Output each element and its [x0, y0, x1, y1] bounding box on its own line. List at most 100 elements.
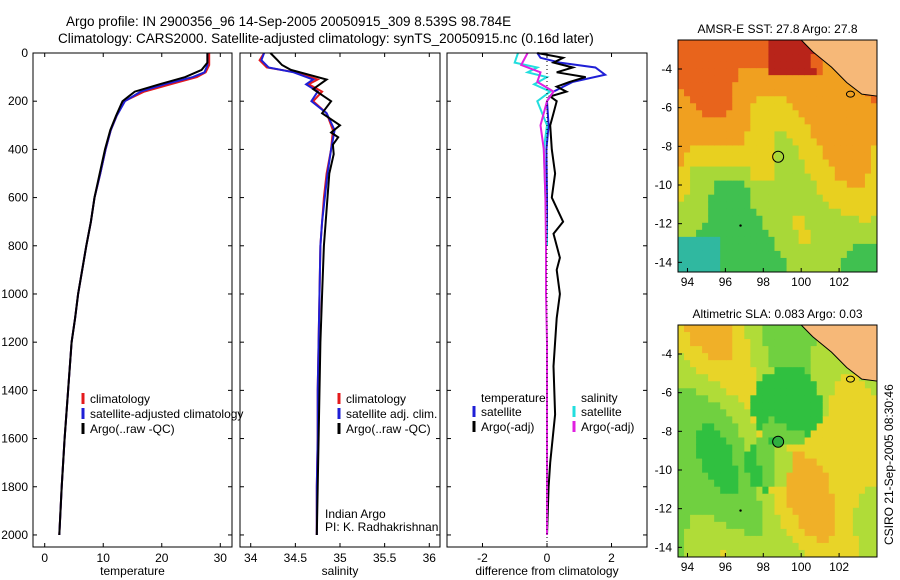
sla_map-cell — [756, 346, 763, 354]
sst_map-cell — [792, 187, 800, 196]
sst_map-cell — [834, 124, 842, 132]
sst_map-cell — [804, 75, 812, 83]
sst_map-cell — [828, 89, 836, 97]
sst_map-cell — [846, 103, 854, 111]
sst_map-cell — [708, 110, 715, 118]
sla_map-cell — [786, 500, 794, 509]
sst_map-cell — [840, 131, 848, 139]
sst_map-cell — [828, 229, 836, 238]
sst_map-cell — [780, 166, 788, 175]
sst_map-cell — [846, 173, 854, 182]
sst_map-cell — [828, 187, 836, 196]
sla_map-cell — [804, 360, 812, 368]
sst_map-cell — [810, 180, 818, 189]
sst_map-cell — [702, 75, 709, 83]
sst_map-cell — [786, 68, 794, 76]
sla_map-cell — [864, 542, 872, 551]
sla_map-cell — [762, 346, 769, 354]
sla_map-cell — [786, 360, 794, 368]
sla_map-cell — [768, 360, 775, 368]
sst_map-cell — [744, 152, 751, 161]
sst_map-cell — [840, 124, 848, 132]
sst_map-cell — [690, 138, 697, 146]
sst_map-cell — [714, 82, 721, 90]
sla_map-cell — [738, 486, 745, 495]
sst_map-cell — [846, 82, 854, 90]
temperature-ytick-label-9: 1800 — [1, 480, 28, 494]
sla_map-cell — [720, 430, 727, 438]
sla_map-cell — [738, 528, 745, 537]
temperature-legend-label-2: Argo(..raw -QC) — [90, 422, 175, 436]
sst_map-cell — [786, 145, 794, 153]
sst_map-cell — [684, 124, 691, 132]
sla_map-cell — [744, 402, 751, 410]
sst_map-cell — [816, 173, 824, 182]
sla_map-cell — [846, 479, 854, 488]
sst_map-cell — [768, 222, 775, 231]
salinity-legend-label-1: satellite adj. clim. — [346, 407, 437, 421]
sst_map-cell — [816, 138, 824, 146]
sla_map-cell — [846, 465, 854, 474]
sst_map-cell — [732, 194, 739, 203]
sla_map-cell — [696, 381, 703, 389]
sst_map-cell — [780, 40, 788, 48]
sst_map-ytick-label-5: -14 — [655, 255, 673, 269]
sla_map-cell — [822, 444, 830, 453]
sst_map-cell — [822, 257, 830, 266]
sla_map-cell — [696, 465, 703, 474]
sla_map-cell — [708, 388, 715, 396]
sla_map-cell — [822, 423, 830, 431]
sst_map-cell — [678, 166, 685, 175]
sla_map-cell — [762, 395, 769, 403]
sst_map-cell — [696, 103, 703, 111]
sst_map-cell — [792, 194, 800, 203]
sla_map-cell — [738, 542, 745, 551]
sla_map-cell — [744, 458, 751, 467]
sst_map-cell — [846, 131, 854, 139]
sst_map-cell — [798, 152, 806, 161]
sla_map-cell — [690, 535, 697, 544]
sla_map-cell — [846, 472, 854, 481]
sla_map-cell — [804, 549, 812, 558]
sla_map-cell — [732, 458, 739, 467]
sst_map-cell — [744, 159, 751, 168]
sla_map-cell — [702, 339, 709, 347]
sla_map-cell — [846, 409, 854, 417]
sst_map-cell — [774, 236, 782, 245]
sla_map-cell — [762, 549, 769, 558]
sla_map-cell — [750, 325, 757, 333]
sla_map-cell — [804, 374, 812, 382]
sla_map-cell — [870, 493, 878, 502]
sst_map-cell — [870, 159, 878, 168]
sla_map-cell — [774, 507, 782, 516]
sst_map-cell — [708, 152, 715, 161]
sst_map-cell — [684, 187, 691, 196]
sla_map-cell — [834, 528, 842, 537]
sla_map-cell — [720, 521, 727, 530]
sla_map-cell — [840, 423, 848, 431]
sla_map-cell — [762, 479, 769, 488]
sla_map-cell — [726, 486, 733, 495]
sla_map-xtick-label-1: 96 — [719, 560, 733, 574]
sst_map-cell — [798, 194, 806, 203]
sla_map-cell — [738, 472, 745, 481]
sla_map-cell — [816, 444, 824, 453]
sla_map-cell — [828, 486, 836, 495]
sla_map-cell — [756, 535, 763, 544]
sla_map-cell — [816, 458, 824, 467]
sla_map-cell — [858, 521, 866, 530]
sst_map-cell — [762, 173, 769, 182]
difference-legend-salinity-title: salinity — [581, 391, 618, 405]
sst_map-cell — [828, 82, 836, 90]
sst_map-cell — [816, 264, 824, 273]
sla_map-cell — [684, 325, 691, 333]
sst_map-cell — [864, 222, 872, 231]
sla_map-cell — [774, 381, 782, 389]
sla_map-cell — [786, 430, 794, 438]
sla_map-cell — [756, 402, 763, 410]
sst_map-cell — [804, 180, 812, 189]
sst_map-cell — [810, 166, 818, 175]
sst_map-cell — [720, 215, 727, 224]
sla_map-cell — [840, 395, 848, 403]
sla_map-cell — [714, 493, 721, 502]
